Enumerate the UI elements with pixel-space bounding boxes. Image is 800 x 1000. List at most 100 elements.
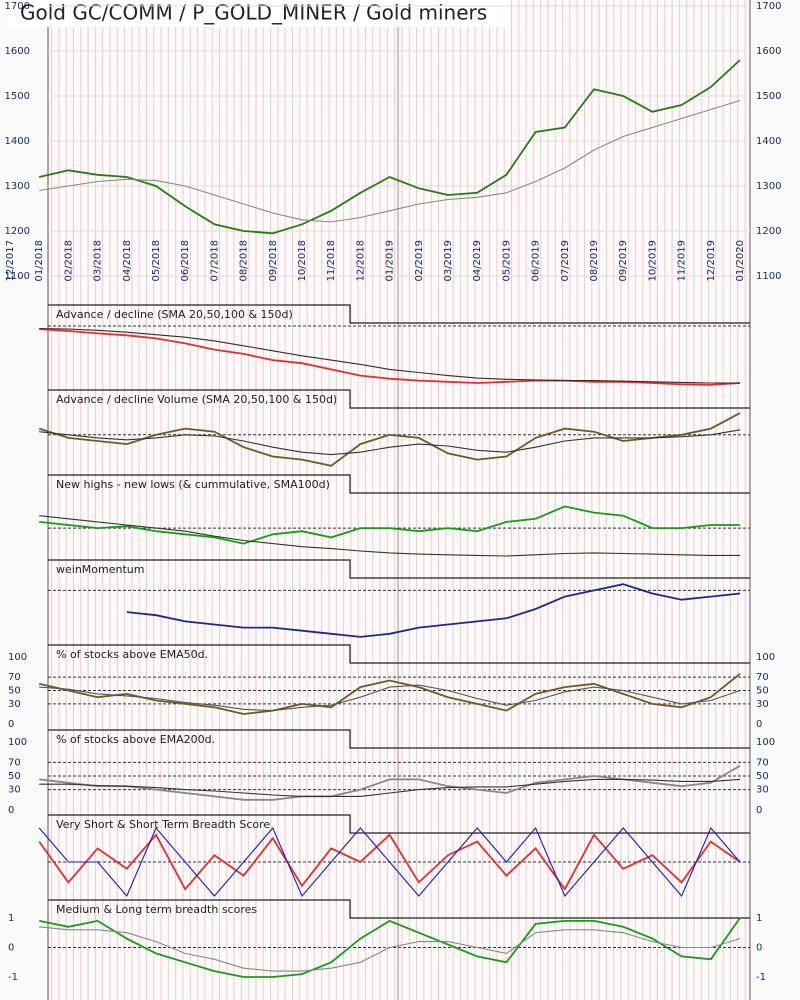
panel-title: Medium & Long term breadth scores [56,903,257,916]
panel-tab [48,304,750,324]
x-tick-label: 06/2018 [180,240,191,282]
panel-title: Advance / decline (SMA 20,50,100 & 150d) [56,308,293,321]
x-tick-label: 02/2019 [414,240,425,282]
y-tick-label: 50 [8,686,21,697]
x-tick-label: 02/2018 [63,240,74,282]
y-tick-label: 0 [8,805,14,816]
panel-tab [48,644,750,664]
series-line [126,583,741,638]
y-tick-label: 1100 [5,271,30,282]
x-tick-label: 09/2019 [618,240,629,282]
series-line [39,99,741,223]
y-tick-label-right: 1600 [756,46,781,57]
series-line [39,327,740,384]
y-tick-label: 1700 [5,1,30,12]
y-tick-label-right: 70 [756,672,769,683]
x-tick-label: 06/2019 [531,240,542,282]
panel-tab [48,389,750,409]
series-line [38,673,741,715]
y-tick-label: 70 [8,757,21,768]
panel-tab [48,474,750,494]
x-tick-label: 07/2019 [560,240,571,282]
panel-title: % of stocks above EMA200d. [56,733,215,746]
series-line [39,429,741,456]
y-tick-label-right: 1200 [756,226,781,237]
y-tick-label-right: 1700 [756,1,781,12]
panel-title: New highs - new lows (& cummulative, SMA… [56,478,330,491]
x-tick-label: 09/2018 [268,240,279,282]
y-tick-label: 30 [8,785,21,796]
panel-tab [48,559,750,579]
x-tick-label: 08/2018 [239,240,250,282]
series-line [39,684,741,712]
x-tick-label: 10/2018 [297,240,308,282]
y-tick-label-right: 50 [756,771,769,782]
series-line [38,412,741,467]
y-tick-label: 70 [8,672,21,683]
y-tick-label-right: 100 [756,737,775,748]
x-tick-label: 04/2018 [122,240,133,282]
y-tick-label: 0 [8,719,14,730]
series-line [39,505,740,545]
y-tick-label: 1500 [5,91,30,102]
y-tick-label-right: 0 [756,943,762,954]
panel-title: Advance / decline Volume (SMA 20,50,100 … [56,393,337,406]
panel-tab [48,729,750,749]
y-tick-label-right: 1300 [756,181,781,192]
y-tick-label-right: 1500 [756,91,781,102]
y-tick-label: 1200 [5,226,30,237]
x-tick-label: 11/2018 [326,240,337,282]
x-tick-label: 08/2019 [589,240,600,282]
y-tick-label: 1400 [5,136,30,147]
x-tick-label: 12/2018 [355,240,366,282]
x-tick-label: 01/2018 [34,240,45,282]
y-tick-label: 30 [8,699,21,710]
x-tick-label: 05/2019 [501,240,512,282]
series-line [39,926,741,972]
series-line [38,59,741,235]
x-tick-label: 01/2019 [385,240,396,282]
series-line [39,515,740,557]
y-tick-label: 1 [8,913,14,924]
y-tick-label-right: 30 [756,785,769,796]
chart-title: Gold GC/COMM / P_GOLD_MINER / Gold miner… [20,1,487,25]
x-tick-label: 01/2020 [735,240,746,282]
y-tick-label: 100 [8,737,27,748]
y-tick-label-right: 1100 [756,271,781,282]
panel-title: weinMomentum [56,563,144,576]
y-tick-label: 100 [8,652,27,663]
y-tick-label-right: 70 [756,757,769,768]
y-tick-label: -1 [8,972,18,983]
x-tick-label: 12/2019 [706,240,717,282]
y-tick-label-right: 30 [756,699,769,710]
y-tick-label: 1300 [5,181,30,192]
y-tick-label-right: 100 [756,652,775,663]
x-tick-label: 10/2019 [647,240,658,282]
y-tick-label-right: 0 [756,719,762,730]
x-tick-label: 03/2019 [443,240,454,282]
x-tick-label: 03/2018 [93,240,104,282]
y-tick-label: 50 [8,771,21,782]
series-line [39,917,741,978]
x-tick-label: 12/2017 [5,240,16,282]
x-tick-label: 07/2018 [209,240,220,282]
panel-tab [48,814,750,834]
series-line [39,328,741,386]
x-tick-label: 11/2019 [677,240,688,282]
y-tick-label: 0 [8,943,14,954]
x-tick-label: 04/2019 [472,240,483,282]
panel-title: Very Short & Short Term Breadth Score [56,818,270,831]
title-box [8,0,510,27]
y-tick-label-right: 1 [756,913,762,924]
x-tick-label: 05/2018 [151,240,162,282]
y-tick-label: 1600 [5,46,30,57]
panel-tab [48,899,750,919]
series-line [38,826,741,898]
y-tick-label-right: 1400 [756,136,781,147]
y-tick-label-right: 0 [756,805,762,816]
panel-title: % of stocks above EMA50d. [56,648,208,661]
series-line [38,833,741,891]
series-line [39,778,741,797]
y-tick-label-right: -1 [756,972,766,983]
